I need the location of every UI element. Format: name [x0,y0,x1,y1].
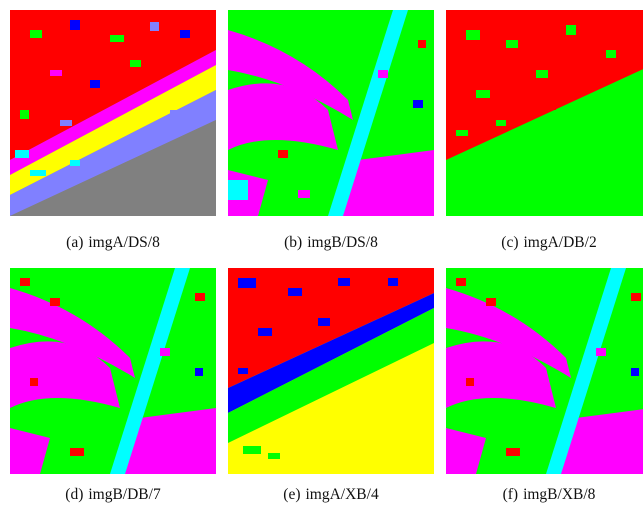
texture-c [456,25,616,136]
caption-f: (f) imgB/XB/8 [502,486,596,503]
caption-c: (c) imgA/DB/2 [501,234,597,251]
segmentation-image-f [446,268,643,474]
segmentation-image-d [10,268,216,474]
caption-e: (e) imgA/XB/4 [283,486,379,503]
segmentation-image-c [446,10,643,216]
panel-b: (b) imgB/DS/8 [228,10,438,251]
panel-c: (c) imgA/DB/2 [446,10,643,251]
texture-d [20,278,205,456]
texture-a [15,20,190,176]
caption-d: (d) imgB/DB/7 [65,486,161,503]
panel-f: (f) imgB/XB/8 [446,268,643,503]
texture-e [238,278,398,459]
panel-d: (d) imgB/DB/7 [10,268,220,503]
panel-a: (a) imgA/DS/8 [10,10,220,251]
segmentation-image-a [10,10,216,216]
caption-b: (b) imgB/DS/8 [284,234,378,251]
segmentation-image-e [228,268,434,474]
caption-a: (a) imgA/DS/8 [66,234,160,251]
texture-f [456,278,641,456]
panel-e: (e) imgA/XB/4 [228,268,438,503]
segmentation-image-b [228,10,434,216]
texture-b [248,40,426,198]
